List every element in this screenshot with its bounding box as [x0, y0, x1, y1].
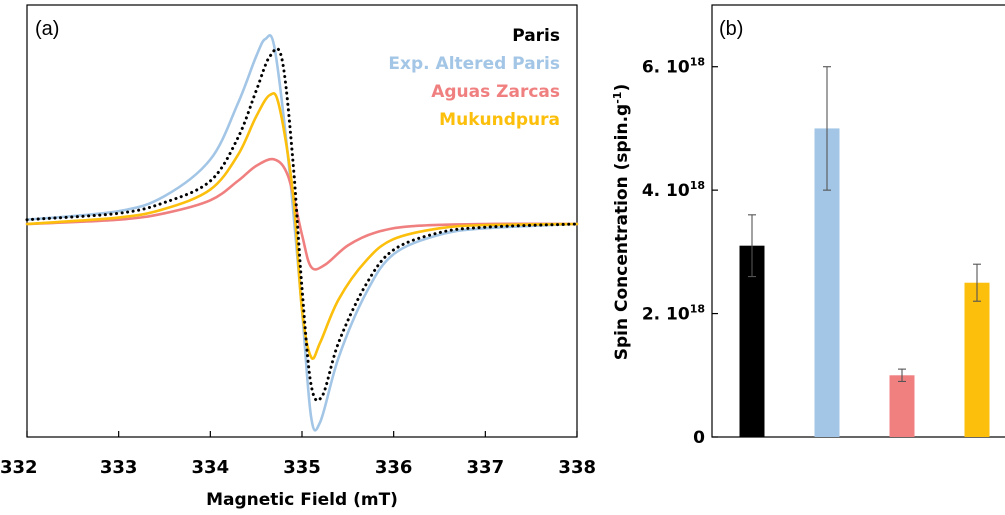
panel-b-bars — [739, 66, 990, 437]
x-tick-label: 333 — [100, 457, 138, 478]
error-bar — [823, 66, 831, 191]
x-tick-label: 334 — [192, 457, 230, 478]
panel-a-curves — [25, 34, 579, 432]
x-tick-label: 337 — [467, 457, 505, 478]
panel-b-y-axis-title: Spin Concentration (spin.g-1) — [611, 84, 632, 361]
panel-a-legend: Paris Exp. Altered Paris Aguas Zarcas Mukun… — [388, 26, 560, 130]
series-line-aguas-zarcas — [25, 157, 579, 271]
error-bar — [748, 214, 756, 278]
panel-b-plot-frame — [711, 4, 1005, 438]
x-tick-label: 336 — [375, 457, 413, 478]
panel-a: (a) 332 333 334 335 336 337 338 Magnetic Field… — [0, 4, 596, 510]
panel-a-label: (a) — [35, 18, 59, 40]
x-tick-label: 332 — [0, 457, 38, 478]
legend-entry: Paris — [512, 26, 560, 46]
bar-aguas-zarcas — [889, 375, 915, 437]
legend-entry: Mukundpura — [439, 110, 560, 130]
bar-mukundpura — [964, 282, 990, 437]
panel-b-y-axis-title-main: Spin Concentration (spin.g — [612, 104, 632, 360]
y-tick-label: 4. 1018 — [642, 179, 705, 201]
panel-b-y-axis-title-end: ) — [612, 84, 632, 92]
error-bar — [973, 263, 981, 302]
x-tick-label: 335 — [283, 457, 321, 478]
error-bar — [898, 368, 906, 383]
bar-paris — [739, 245, 765, 437]
legend-entry: Exp. Altered Paris — [388, 54, 560, 74]
legend-entry: Aguas Zarcas — [431, 82, 560, 102]
panel-b-y-axis-title-sup: -1 — [611, 92, 624, 104]
y-tick-label: 2. 1018 — [642, 303, 705, 325]
panel-b: (b) Spin Concentration (spin.g-1) 0 2. 10… — [611, 4, 1005, 448]
x-tick-label: 338 — [558, 457, 596, 478]
series-line-mukundpura — [25, 92, 579, 360]
panel-b-label: (b) — [719, 18, 743, 40]
panel-a-x-tick-labels: 332 333 334 335 336 337 338 — [0, 431, 596, 478]
y-tick-label: 6. 1018 — [642, 56, 705, 78]
panel-b-y-tick-labels: 0 2. 1018 4. 1018 6. 1018 — [642, 56, 718, 448]
y-tick-label: 0 — [693, 428, 705, 448]
panel-a-x-axis-title: Magnetic Field (mT) — [206, 490, 398, 510]
